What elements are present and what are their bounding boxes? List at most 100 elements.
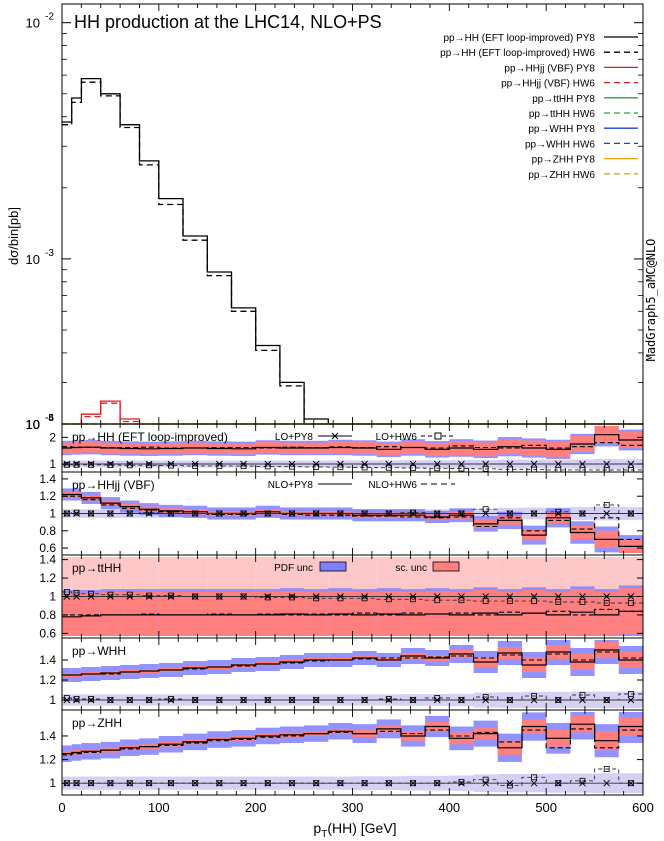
lo-py8-marker — [126, 696, 134, 704]
lo-hw6-marker — [88, 461, 94, 468]
lo-py8-marker — [73, 593, 80, 600]
y-tick-label: 1.4 — [39, 472, 56, 486]
lo-hw6-marker — [555, 697, 562, 703]
lo-py8-marker — [264, 779, 272, 787]
lo-py8-marker — [385, 696, 393, 704]
lo-hw6-marker — [289, 594, 295, 601]
lo-py8-marker — [191, 593, 199, 600]
lo-hw6-marker — [385, 464, 392, 471]
lo-hw6-line — [62, 693, 643, 701]
lo-hw6-marker — [531, 598, 537, 605]
lo-py8-marker — [458, 510, 465, 517]
panel-legend-box-marker — [434, 432, 442, 440]
lo-hw6-marker — [627, 780, 634, 787]
lo-hw6-marker — [216, 780, 223, 787]
panel-legend-label: PDF unc — [274, 563, 313, 574]
lo-hw6-marker — [240, 593, 247, 600]
x-tick-label: 300 — [342, 800, 364, 815]
lo-py8-marker — [73, 696, 80, 704]
y-tick-exponent: -5 — [45, 413, 54, 424]
y-tick-label: 1.4 — [39, 653, 56, 667]
lo-hw6-marker — [88, 510, 94, 517]
lo-hw6-marker — [337, 780, 344, 787]
lo-py8-marker — [288, 696, 296, 704]
lo-hw6-marker — [603, 766, 610, 772]
lo-hw6-marker — [126, 510, 133, 517]
x-axis-label-sub: T — [321, 829, 327, 840]
lo-hw6-marker — [146, 592, 153, 599]
lo-hw6-marker — [126, 780, 133, 787]
y-tick-label: 1 — [49, 776, 56, 790]
lo-py8-marker — [385, 460, 393, 468]
lo-hw6-marker — [289, 697, 295, 703]
lo-hw6-marker — [385, 510, 392, 517]
lo-hw6-marker — [216, 462, 223, 469]
lo-py8-marker — [126, 510, 134, 517]
lo-py8-marker — [167, 593, 175, 600]
lo-py8-marker — [627, 593, 635, 600]
lo-py8-marker — [603, 696, 611, 704]
y-tick-label: 10 — [26, 417, 40, 432]
scale-band — [594, 591, 619, 636]
lo-py8-marker — [145, 696, 153, 704]
lo-py8-marker — [264, 593, 272, 600]
lo-py8-marker — [458, 779, 465, 787]
lo-py8-marker — [530, 510, 538, 517]
lo-py8-marker — [337, 779, 344, 787]
lo-py8-marker — [361, 593, 368, 600]
lo-hw6-marker — [603, 501, 610, 508]
nlo-hw6-line — [62, 728, 643, 756]
lo-py8-marker — [167, 696, 175, 704]
lo-py8-marker — [482, 696, 489, 704]
lo-py8-marker — [603, 510, 611, 517]
lo-hw6-marker — [146, 780, 153, 787]
lo-hw6-marker — [506, 782, 513, 789]
lo-py8-marker — [409, 460, 417, 468]
y-tick-label: 0.6 — [39, 541, 56, 555]
lo-hw6-marker — [192, 593, 199, 600]
lo-hw6-marker — [146, 462, 153, 469]
lo-py8-marker — [73, 779, 80, 787]
lo-hw6-marker — [555, 466, 562, 472]
lo-py8-marker — [579, 460, 586, 468]
legend-label: pp→HH (EFT loop-improved) HW6 — [440, 48, 595, 59]
lo-hw6-marker — [88, 590, 94, 597]
y-tick-label: 10 — [26, 16, 40, 31]
y-tick-exponent: -2 — [45, 12, 54, 23]
lo-py8-marker — [385, 510, 393, 517]
lo-hw6-marker — [385, 696, 392, 702]
lo-py8-marker — [361, 460, 368, 468]
y-tick-label: 10 — [26, 417, 40, 432]
lo-hw6-marker — [458, 779, 465, 785]
lo-py8-marker — [288, 779, 296, 787]
lo-py8-marker — [579, 593, 586, 600]
lo-hw6-marker — [126, 591, 133, 598]
lo-py8-marker — [312, 779, 320, 787]
lo-hw6-marker — [555, 780, 562, 787]
lo-hw6-marker — [482, 694, 489, 700]
lo-py8-marker — [603, 593, 611, 600]
lo-py8-marker — [145, 460, 153, 468]
lo-py8-marker — [627, 510, 635, 517]
lo-hw6-marker — [458, 465, 465, 472]
y-tick-label: 0.8 — [39, 608, 56, 622]
scale-band — [183, 591, 208, 636]
legend-label: pp→ZHH PY8 — [532, 155, 596, 166]
panel-legend-label: LO+PY8 — [275, 432, 314, 443]
lo-py8-marker — [530, 460, 538, 468]
y-tick-exponent: -4 — [45, 413, 54, 424]
lo-hw6-marker — [73, 509, 80, 516]
lo-hw6-marker — [531, 693, 537, 699]
lo-hw6-marker — [264, 463, 271, 470]
lo-hw6-marker — [192, 780, 199, 787]
lo-hw6-marker — [126, 462, 133, 469]
lo-hw6-marker — [361, 464, 368, 471]
lo-hw6-marker — [216, 593, 223, 600]
lo-hw6-marker — [579, 510, 586, 517]
lo-hw6-marker — [107, 591, 114, 598]
lo-hw6-marker — [361, 780, 368, 787]
scale-band — [120, 591, 140, 636]
lo-py8-marker — [409, 696, 417, 704]
figure-title: HH production at the LHC14, NLO+PS — [74, 12, 382, 32]
lo-py8-marker — [312, 460, 320, 468]
